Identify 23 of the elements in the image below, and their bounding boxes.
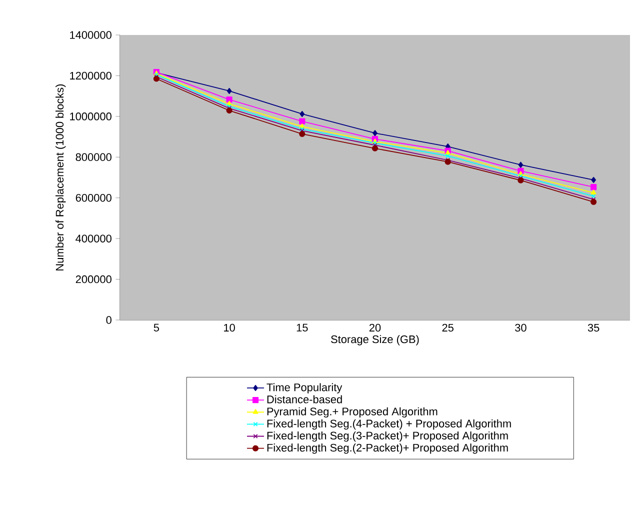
y-tick-label: 600000 — [76, 194, 112, 202]
legend-label: Distance-based — [267, 395, 342, 404]
x-tick-label: 5 — [154, 324, 160, 332]
legend-label: Fixed-length Seg.(4-Packet) + Proposed Algorithm — [267, 419, 511, 430]
x-tick-label: 30 — [515, 324, 526, 332]
y-tick-label: 400000 — [76, 234, 112, 242]
legend-label: Fixed-length Seg.(2-Packet)+ Proposed Algorithm — [267, 444, 508, 454]
y-axis-title: Number of Replacement (1000 blocks) — [56, 84, 66, 270]
legend-label: Fixed-length Seg.(3-Packet)+ Proposed Algorithm — [267, 431, 508, 442]
x-axis-title: Storage Size (GB) — [331, 335, 419, 346]
x-tick-label: 15 — [296, 324, 308, 332]
x-tick-label: 10 — [224, 324, 235, 332]
x-tick-label: 35 — [588, 324, 600, 332]
y-tick-label: 1200000 — [70, 72, 112, 80]
y-tick-label: 1400000 — [70, 31, 112, 39]
y-tick-label: 1000000 — [70, 112, 112, 120]
legend-label: Pyramid Seg.+ Proposed Algorithm — [267, 407, 438, 418]
y-tick-label: 200000 — [76, 275, 112, 284]
y-tick-label: 0 — [106, 316, 112, 324]
x-tick-label: 20 — [369, 324, 381, 332]
x-tick-label: 25 — [442, 324, 454, 332]
legend-label: Time Popularity — [266, 383, 342, 394]
y-tick-label: 800000 — [76, 153, 112, 162]
